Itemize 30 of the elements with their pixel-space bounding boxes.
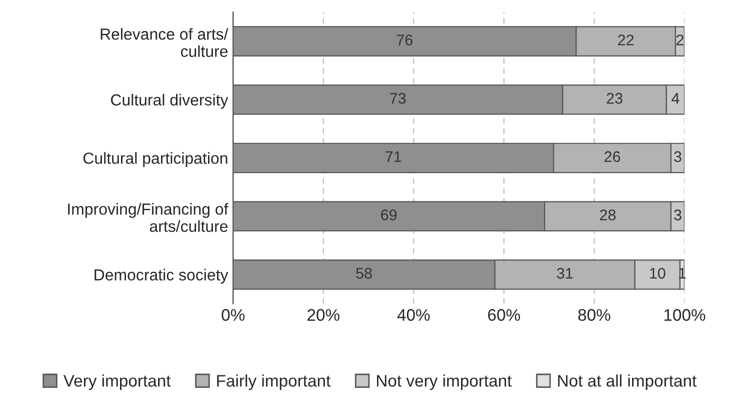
x-tick-label: 0% [222, 309, 245, 321]
y-tick-label: Improving/Financing of arts/culture [68, 203, 228, 232]
data-label: 3 [674, 210, 682, 220]
data-label: 69 [381, 210, 397, 220]
y-tick-label: Cultural diversity [111, 94, 228, 109]
x-tick-label: 60% [488, 309, 520, 321]
data-label: 23 [606, 92, 622, 104]
data-label: 28 [600, 210, 616, 220]
x-tick-label: 80% [578, 309, 610, 321]
data-label: 76 [396, 34, 412, 46]
data-label: 26 [604, 151, 620, 162]
x-tick-label: 100% [664, 309, 706, 321]
legend-label: Very important [63, 374, 171, 390]
data-label: 3 [674, 151, 682, 162]
data-label: 4 [672, 93, 680, 104]
y-tick-label: Democratic society [94, 268, 228, 284]
legend-label: Not at all important [558, 374, 697, 390]
y-tick-label: Relevance of arts/ culture [100, 28, 228, 58]
data-label: 71 [386, 151, 402, 162]
data-label: 58 [356, 268, 372, 279]
data-label: 10 [650, 268, 666, 279]
x-tick-label: 20% [308, 309, 340, 321]
x-tick-label: 40% [397, 309, 430, 321]
data-label: 31 [556, 268, 573, 279]
data-label: 22 [618, 34, 634, 46]
y-tick-label: Cultural participation [83, 152, 228, 168]
legend-label: Not very important [377, 374, 512, 390]
data-label: 2 [676, 34, 684, 46]
data-label: 73 [390, 92, 406, 104]
legend-label: Fairly important [217, 374, 331, 390]
